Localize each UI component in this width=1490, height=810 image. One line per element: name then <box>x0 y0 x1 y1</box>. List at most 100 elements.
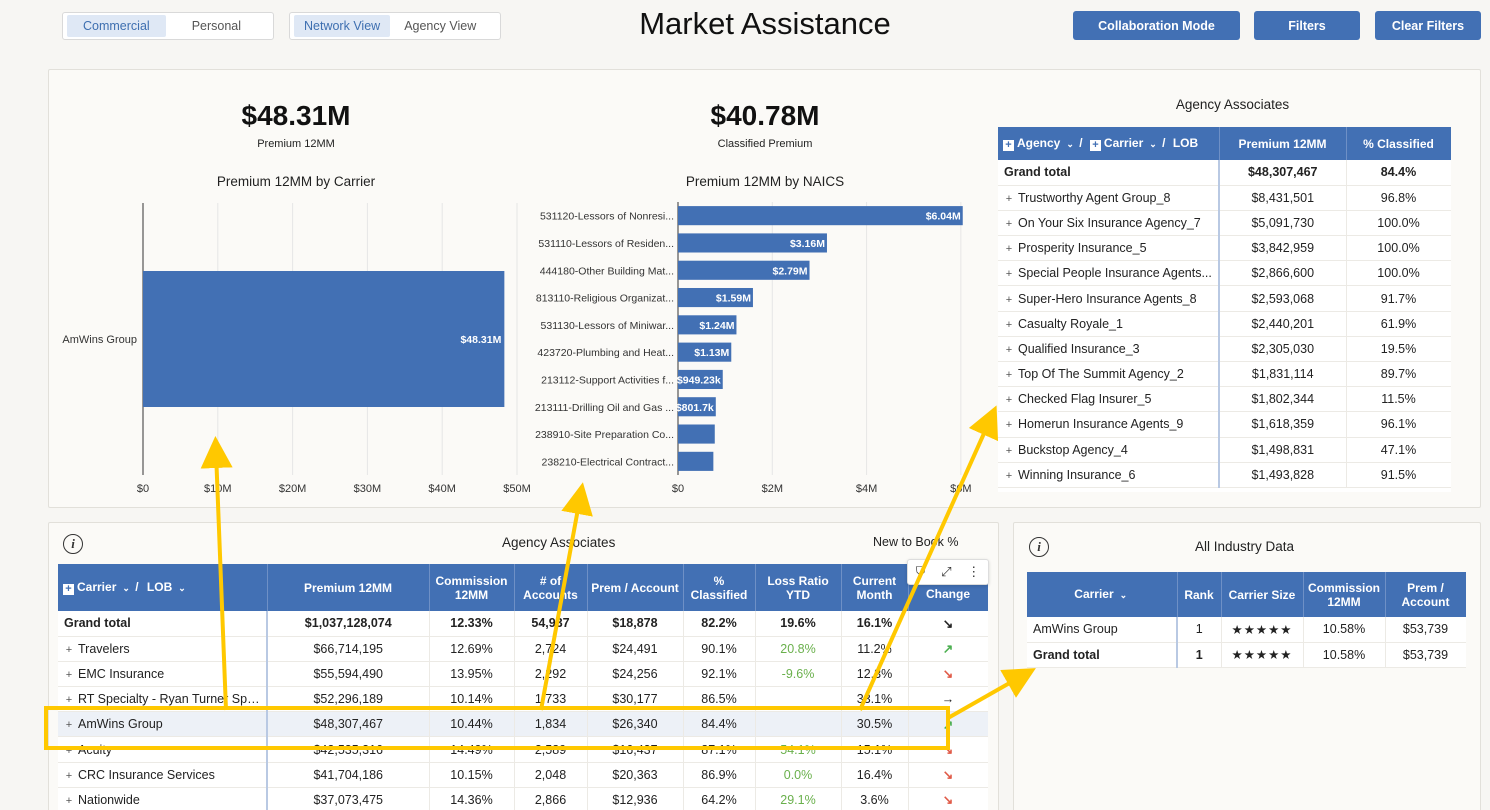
expand-icon[interactable]: + <box>1005 369 1013 382</box>
chevron-down-icon[interactable]: ⌄ <box>1119 590 1128 600</box>
table-row[interactable]: + AmWins Group $48,307,467 10.44% 1,834 $26,3… <box>58 711 988 738</box>
grand-total-row[interactable]: Grand total 1 ★★★★★ 10.58% $53,739 <box>1027 642 1466 668</box>
personal-toggle[interactable]: Personal <box>191 19 242 33</box>
expand-icon[interactable]: + <box>65 794 73 807</box>
row-label[interactable]: + EMC Insurance <box>58 661 268 688</box>
rank-header[interactable]: Rank <box>1177 572 1222 617</box>
table-row[interactable]: + Checked Flag Insurer_5 $1,802,344 11.5% <box>998 386 1451 413</box>
row-label[interactable]: + Prosperity Insurance_5 <box>998 235 1220 262</box>
expand-icon[interactable]: + <box>65 769 73 782</box>
expand-icon[interactable]: + <box>1005 268 1013 281</box>
expand-icon[interactable]: ⤢ <box>941 564 952 579</box>
chevron-down-icon[interactable]: ⌄ <box>122 583 130 593</box>
prem-account-header[interactable]: Prem / Account <box>1385 572 1466 617</box>
table-row[interactable]: + RT Specialty - Ryan Turner Spe... $52,29… <box>58 686 988 713</box>
expand-icon[interactable]: + <box>1005 293 1013 306</box>
row-label[interactable]: + Super-Hero Insurance Agents_8 <box>998 285 1220 312</box>
row-label[interactable]: + Nationwide <box>58 787 268 810</box>
table-row[interactable]: + Special People Insurance Agents... $2,86… <box>998 260 1451 287</box>
expand-icon[interactable]: + <box>1005 343 1013 356</box>
commission-header[interactable]: Commission 12MM <box>1303 572 1386 617</box>
agency-carrier-lob-header[interactable]: + Agency ⌄ / + Carrier ⌄ / LOB <box>998 127 1220 160</box>
accounts-header[interactable]: # of Accounts <box>514 564 588 611</box>
row-label[interactable]: + Special People Insurance Agents... <box>998 260 1220 287</box>
expand-carrier-icon[interactable]: + <box>1089 140 1101 151</box>
current-month-header[interactable]: Current Month <box>841 564 909 611</box>
table-row[interactable]: + EMC Insurance $55,594,490 13.95% 2,292 $24,… <box>58 661 988 688</box>
row-label[interactable]: + Qualified Insurance_3 <box>998 336 1220 363</box>
expand-all-icon[interactable]: + <box>63 584 74 595</box>
table-row[interactable]: + Acuity $42,535,316 14.49% 2,589 $16,437 87.1… <box>58 736 988 763</box>
table-row[interactable]: + Qualified Insurance_3 $2,305,030 19.5% <box>998 336 1451 363</box>
agency-view-toggle[interactable]: Agency View <box>404 19 477 33</box>
expand-icon[interactable]: + <box>1005 469 1013 482</box>
table-row[interactable]: + Top Of The Summit Agency_2 $1,831,114 89.… <box>998 361 1451 388</box>
row-label[interactable]: + Casualty Royale_1 <box>998 311 1220 337</box>
premium-header[interactable]: Premium 12MM <box>1219 127 1347 160</box>
table-row[interactable]: + Winning Insurance_6 $1,493,828 91.5% <box>998 462 1451 488</box>
row-label[interactable]: + Travelers <box>58 636 268 662</box>
row-label[interactable]: + RT Specialty - Ryan Turner Spe... <box>58 686 268 713</box>
expand-icon[interactable]: + <box>1005 217 1013 230</box>
classified-header[interactable]: % Classified <box>1346 127 1451 160</box>
carrier-header[interactable]: Carrier ⌄ <box>1027 572 1178 617</box>
table-row[interactable]: + On Your Six Insurance Agency_7 $5,091,73… <box>998 210 1451 237</box>
row-label[interactable]: + AmWins Group <box>58 711 268 738</box>
expand-icon[interactable]: + <box>1005 318 1013 331</box>
table-row[interactable]: + Casualty Royale_1 $2,440,201 61.9% <box>998 311 1451 337</box>
loss-ratio-header[interactable]: Loss Ratio YTD <box>755 564 842 611</box>
expand-icon[interactable]: + <box>65 668 73 681</box>
table-row[interactable]: + Buckstop Agency_4 $1,498,831 47.1% <box>998 437 1451 463</box>
row-label[interactable]: + On Your Six Insurance Agency_7 <box>998 210 1220 237</box>
table-row[interactable]: + Travelers $66,714,195 12.69% 2,724 $24,491 9… <box>58 636 988 662</box>
expand-icon[interactable]: + <box>1005 444 1013 457</box>
row-label[interactable]: + Checked Flag Insurer_5 <box>998 386 1220 413</box>
grand-total-row[interactable]: Grand total $48,307,467 84.4% <box>998 160 1451 186</box>
row-label[interactable]: + Trustworthy Agent Group_8 <box>998 185 1220 211</box>
row-label[interactable]: Grand total <box>998 160 1220 186</box>
info-icon[interactable]: i <box>1029 537 1049 557</box>
table-row[interactable]: + Trustworthy Agent Group_8 $8,431,501 96.8… <box>998 185 1451 211</box>
expand-icon[interactable]: + <box>65 744 73 757</box>
carrier-lob-header[interactable]: + Carrier ⌄ / LOB ⌄ <box>58 564 268 611</box>
filters-button[interactable]: Filters <box>1254 11 1360 40</box>
expand-icon[interactable]: + <box>65 643 73 656</box>
table-row[interactable]: + Homerun Insurance Agents_9 $1,618,359 96.… <box>998 411 1451 438</box>
expand-icon[interactable]: + <box>65 719 73 732</box>
row-label[interactable]: + Top Of The Summit Agency_2 <box>998 361 1220 388</box>
table-row[interactable]: AmWins Group 1 ★★★★★ 10.58% $53,739 <box>1027 617 1466 643</box>
carrier-size-header[interactable]: Carrier Size <box>1221 572 1304 617</box>
row-label[interactable]: Grand total <box>58 611 268 637</box>
row-label[interactable]: + Homerun Insurance Agents_9 <box>998 411 1220 438</box>
premium-header[interactable]: Premium 12MM <box>267 564 430 611</box>
network-view-toggle[interactable]: Network View <box>294 15 391 37</box>
row-label[interactable]: + Acuity <box>58 736 268 763</box>
expand-all-icon[interactable]: + <box>1003 140 1014 151</box>
table-row[interactable]: + CRC Insurance Services $41,704,186 10.15%… <box>58 762 988 788</box>
collaboration-mode-button[interactable]: Collaboration Mode <box>1073 11 1240 40</box>
row-label[interactable]: + CRC Insurance Services <box>58 762 268 788</box>
chevron-down-icon[interactable]: ⌄ <box>1066 139 1074 149</box>
row-label[interactable]: AmWins Group <box>1027 617 1178 643</box>
grand-total-row[interactable]: Grand total $1,037,128,074 12.33% 54,937 $18… <box>58 611 988 637</box>
expand-icon[interactable]: + <box>1005 243 1013 256</box>
expand-icon[interactable]: + <box>1005 394 1013 407</box>
commercial-toggle[interactable]: Commercial <box>67 15 166 37</box>
clear-filters-button[interactable]: Clear Filters <box>1375 11 1481 40</box>
more-options-icon[interactable]: ⋮ <box>967 564 981 579</box>
row-label[interactable]: + Buckstop Agency_4 <box>998 437 1220 463</box>
chevron-down-icon[interactable]: ⌄ <box>178 583 186 593</box>
row-label[interactable]: + Winning Insurance_6 <box>998 462 1220 488</box>
commission-header[interactable]: Commission 12MM <box>429 564 515 611</box>
row-label[interactable]: Grand total <box>1027 642 1178 668</box>
expand-icon[interactable]: + <box>65 694 73 707</box>
expand-icon[interactable]: + <box>1005 192 1013 205</box>
chevron-down-icon[interactable]: ⌄ <box>1149 139 1157 149</box>
prem-account-header[interactable]: Prem / Account <box>587 564 684 611</box>
classified-header[interactable]: % Classified <box>683 564 756 611</box>
table-row[interactable]: + Super-Hero Insurance Agents_8 $2,593,068… <box>998 285 1451 312</box>
table-row[interactable]: + Prosperity Insurance_5 $3,842,959 100.0% <box>998 235 1451 262</box>
table-row[interactable]: + Nationwide $37,073,475 14.36% 2,866 $12,936… <box>58 787 988 810</box>
filter-icon[interactable]: ⛉ <box>915 564 926 579</box>
info-icon[interactable]: i <box>63 534 83 554</box>
